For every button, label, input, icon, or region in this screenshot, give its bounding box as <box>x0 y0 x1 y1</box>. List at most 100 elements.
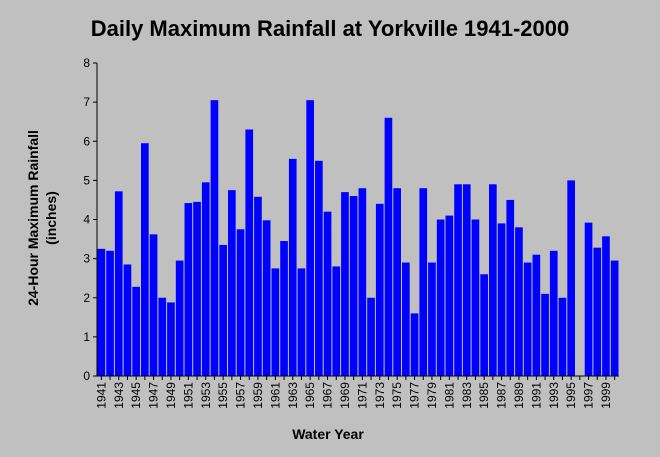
bar-1991 <box>532 254 541 376</box>
bar-1985 <box>480 274 488 376</box>
bar-1959 <box>254 196 262 376</box>
y-tick-label: 6 <box>83 134 90 148</box>
bar-1972 <box>367 297 375 376</box>
y-axis-title-line-2: (inches) <box>43 191 59 245</box>
bar-1946 <box>141 143 149 376</box>
bar-1982 <box>454 184 462 376</box>
x-tick-label: 1979 <box>425 382 439 409</box>
y-axis-title-line-1: 24-Hour Maximum Rainfall <box>25 130 41 306</box>
bar-1954 <box>210 100 219 377</box>
x-tick-label: 1967 <box>321 382 335 409</box>
bar-1953 <box>201 182 210 376</box>
x-tick-label: 1949 <box>164 382 178 409</box>
x-tick-label: 1969 <box>338 382 352 409</box>
bar-1975 <box>393 188 401 376</box>
bar-1974 <box>384 117 393 376</box>
x-tick-label: 1983 <box>460 382 474 409</box>
chart-title: Daily Maximum Rainfall at Yorkville 1941… <box>91 16 570 41</box>
bar-1956 <box>228 190 236 376</box>
bar-2000 <box>610 260 619 376</box>
bar-1992 <box>541 293 549 376</box>
bar-1948 <box>158 297 167 376</box>
bar-1943 <box>114 191 123 376</box>
bar-1983 <box>462 184 471 376</box>
x-axis: 1941 1943 1945 1947 1949 1951 1953 1955 1957 1959… <box>94 375 619 409</box>
x-tick-label: 1977 <box>408 382 422 409</box>
bar-1987 <box>497 223 506 376</box>
bar-1979 <box>428 262 436 376</box>
y-tick-label: 1 <box>83 330 90 344</box>
bar-1945 <box>132 286 140 376</box>
bar-1947 <box>149 234 158 376</box>
bar-1966 <box>315 160 323 376</box>
x-tick-label: 1947 <box>147 382 161 409</box>
y-tick-label: 7 <box>83 95 90 109</box>
x-tick-label: 1941 <box>94 382 108 409</box>
x-tick-label: 1959 <box>251 382 265 409</box>
y-axis: 0 1 2 3 4 5 6 7 8 <box>83 56 98 383</box>
bar-1958 <box>245 129 254 376</box>
plot-area <box>97 63 619 376</box>
bars-group <box>97 100 619 377</box>
x-tick-label: 1973 <box>373 382 387 409</box>
bar-1986 <box>489 184 497 376</box>
y-tick-label: 0 <box>83 369 90 383</box>
bar-1978 <box>419 188 428 376</box>
bar-1968 <box>332 266 341 376</box>
bar-1997 <box>584 222 593 376</box>
x-tick-label: 1965 <box>303 382 317 409</box>
x-tick-label: 1999 <box>599 382 613 409</box>
x-tick-label: 1981 <box>442 382 456 409</box>
bar-1976 <box>402 262 410 376</box>
bar-1984 <box>471 219 480 376</box>
y-tick-label: 5 <box>83 173 90 187</box>
bar-1988 <box>506 199 515 376</box>
y-tick-label: 8 <box>83 56 90 70</box>
bar-1970 <box>349 196 358 376</box>
bar-1949 <box>167 302 175 376</box>
bar-1961 <box>271 268 280 376</box>
y-tick-label: 2 <box>83 291 90 305</box>
bar-1944 <box>123 264 132 376</box>
x-tick-label: 1963 <box>286 382 300 409</box>
y-tick-label: 4 <box>83 213 90 227</box>
bar-1957 <box>236 229 245 376</box>
bar-1999 <box>602 236 610 376</box>
x-tick-label: 1985 <box>477 382 491 409</box>
x-tick-label: 1957 <box>234 382 248 409</box>
y-tick-label: 3 <box>83 252 90 266</box>
x-axis-title: Water Year <box>292 426 364 442</box>
bar-1980 <box>436 219 445 376</box>
bar-1969 <box>341 192 349 376</box>
x-tick-label: 1971 <box>355 382 369 409</box>
bar-1995 <box>567 180 575 377</box>
x-tick-label: 1953 <box>199 382 213 409</box>
bar-1960 <box>262 220 271 376</box>
bar-1998 <box>593 247 602 376</box>
x-tick-label: 1991 <box>529 382 543 409</box>
x-tick-label: 1995 <box>564 382 578 409</box>
bar-1989 <box>515 227 523 376</box>
x-tick-label: 1997 <box>582 382 596 409</box>
bar-1951 <box>184 203 193 376</box>
bar-1973 <box>375 203 384 376</box>
x-tick-label: 1961 <box>268 382 282 409</box>
x-tick-label: 1943 <box>112 382 126 409</box>
bar-1971 <box>358 188 367 376</box>
bar-1994 <box>558 297 567 376</box>
bar-1955 <box>219 244 227 376</box>
bar-1981 <box>445 215 454 376</box>
bar-1952 <box>193 201 201 376</box>
x-tick-label: 1975 <box>390 382 404 409</box>
x-tick-label: 1987 <box>495 382 509 409</box>
bar-1950 <box>175 260 184 376</box>
bar-1942 <box>106 250 114 376</box>
bar-1964 <box>297 268 306 376</box>
x-tick-label: 1945 <box>129 382 143 409</box>
bar-1977 <box>410 313 419 376</box>
y-axis-title: 24-Hour Maximum Rainfall (inches) <box>25 130 59 306</box>
bar-1965 <box>306 100 314 377</box>
bar-1963 <box>288 158 297 376</box>
x-tick-label: 1993 <box>547 382 561 409</box>
